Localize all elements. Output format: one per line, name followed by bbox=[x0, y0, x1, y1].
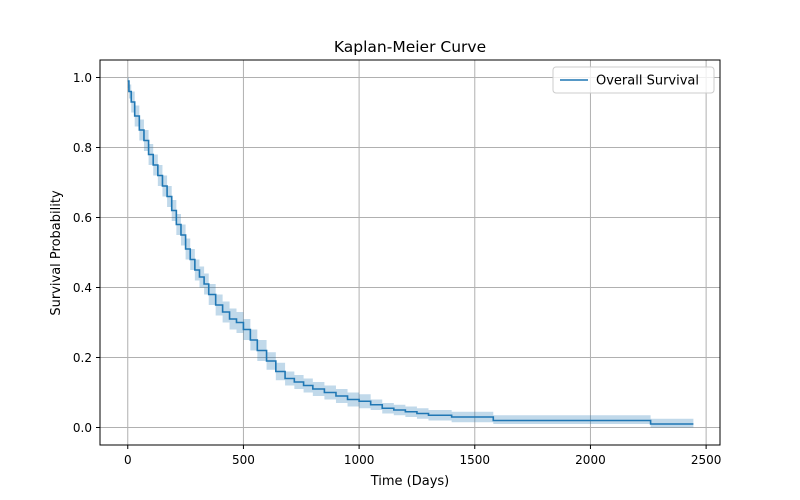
x-tick-label: 0 bbox=[124, 453, 132, 467]
x-axis-label: Time (Days) bbox=[370, 474, 450, 489]
plot-frame bbox=[99, 59, 721, 446]
x-tick-label: 1500 bbox=[460, 453, 491, 467]
y-tick-label: 0.6 bbox=[73, 211, 92, 225]
y-tick-label: 0.8 bbox=[73, 141, 92, 155]
y-tick-label: 1.0 bbox=[73, 71, 92, 85]
chart-title: Kaplan-Meier Curve bbox=[334, 38, 486, 56]
x-axis-ticks: 0 500 1000 1500 2000 2500 bbox=[124, 445, 721, 467]
y-axis-label: Survival Probability bbox=[49, 190, 64, 316]
x-tick-label: 2500 bbox=[691, 453, 722, 467]
y-tick-label: 0.4 bbox=[73, 281, 92, 295]
legend-box bbox=[552, 66, 715, 94]
y-tick-label: 0.2 bbox=[73, 351, 92, 365]
survival-step-line bbox=[127, 80, 694, 425]
x-tick-label: 2000 bbox=[575, 453, 606, 467]
y-axis-ticks: 0.0 0.2 0.4 0.6 0.8 1.0 bbox=[73, 71, 100, 435]
y-tick-label: 0.0 bbox=[73, 421, 92, 435]
x-tick-label: 1000 bbox=[344, 453, 375, 467]
survival-curve bbox=[127, 80, 694, 425]
legend: Overall Survival bbox=[552, 66, 715, 94]
x-tick-label: 500 bbox=[232, 453, 255, 467]
grid bbox=[100, 60, 720, 445]
legend-label: Overall Survival bbox=[596, 74, 699, 89]
